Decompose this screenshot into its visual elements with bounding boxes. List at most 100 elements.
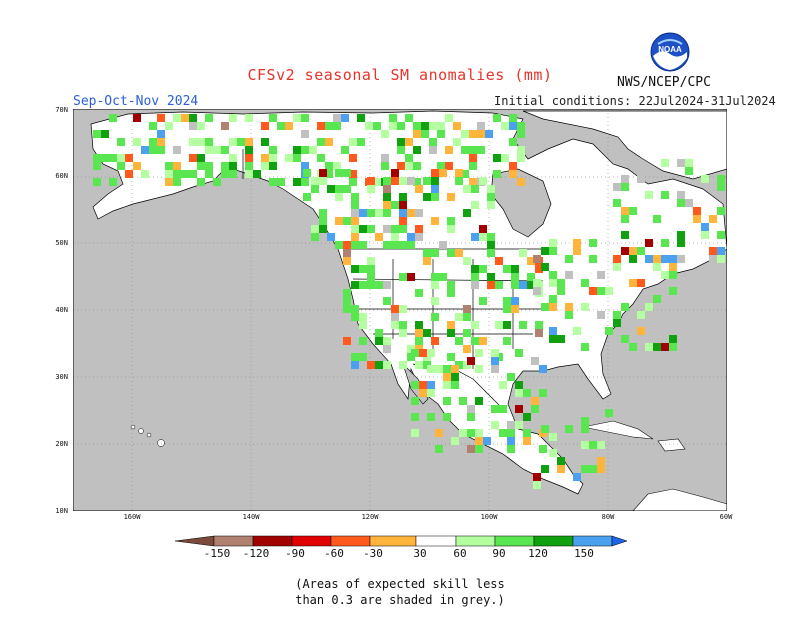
anomaly-cell [491,357,499,365]
anomaly-cell [475,437,483,445]
anomaly-cell [333,162,341,170]
anomaly-cell [527,273,535,281]
anomaly-cell [431,281,439,289]
anomaly-cell [325,122,333,130]
anomaly-cell [677,255,685,263]
anomaly-cell [415,233,423,241]
anomaly-cell [213,178,221,186]
anomaly-cell [325,162,333,170]
anomaly-cell [419,349,427,357]
anomaly-cell [435,429,443,437]
anomaly-cell [459,397,467,405]
anomaly-cell [431,169,439,177]
anomaly-cell [229,114,237,122]
cuba-island [582,420,654,440]
anomaly-cell [205,146,213,154]
lat-label-20n: 20N [55,440,68,448]
anomaly-cell [435,365,443,373]
anomaly-cell [479,297,487,305]
anomaly-cell [405,162,413,170]
anomaly-cell [509,122,517,130]
anomaly-cell [415,289,423,297]
anomaly-cell [519,321,527,329]
anomaly-cell [519,281,527,289]
anomaly-cell [325,138,333,146]
anomaly-cell [589,255,597,263]
anomaly-cell [653,295,661,303]
anomaly-cell [479,337,487,345]
anomaly-cell [629,279,637,287]
anomaly-cell [413,146,421,154]
anomaly-cell [469,162,477,170]
anomaly-cell [181,170,189,178]
anomaly-cell [373,122,381,130]
anomaly-cell [359,281,367,289]
anomaly-cell [427,365,435,373]
anomaly-cell [443,365,451,373]
anomaly-cell [399,201,407,209]
anomaly-cell [507,437,515,445]
legend-tick: -90 [285,547,305,560]
anomaly-cell [549,433,557,441]
anomaly-cell [439,273,447,281]
anomaly-cell [117,154,125,162]
anomaly-cell [383,201,391,209]
legend-box [455,535,496,547]
anomaly-cell [415,185,423,193]
anomaly-cell [423,329,431,337]
anomaly-cell [399,225,407,233]
anomaly-cell [285,122,293,130]
anomaly-cell [447,249,455,257]
anomaly-cell [511,281,519,289]
hudson-bay [490,168,552,238]
anomaly-cell [477,146,485,154]
anomaly-cell [133,114,141,122]
anomaly-cell [391,233,399,241]
anomaly-cell [487,249,495,257]
anomaly-cell [589,465,597,473]
anomaly-cell [621,175,629,183]
anomaly-cell [499,381,507,389]
anomaly-cell [359,225,367,233]
anomaly-cell [447,289,455,297]
anomaly-cell [467,357,475,365]
anomaly-cell [407,177,415,185]
anomaly-cell [439,241,447,249]
anomaly-cell [685,199,693,207]
anomaly-cell [319,177,327,185]
anomaly-cell [653,343,661,351]
anomaly-cell [319,169,327,177]
anomaly-cell [629,255,637,263]
anomaly-cell [493,170,501,178]
anomaly-cell [293,114,301,122]
anomaly-cell [463,305,471,313]
anomaly-cell [511,305,519,313]
anomaly-cell [443,373,451,381]
anomaly-cell [483,437,491,445]
anomaly-cell [511,273,519,281]
anomaly-cell [389,114,397,122]
anomaly-cell [213,146,221,154]
anomaly-cell [343,249,351,257]
anomaly-cell [173,146,181,154]
anomaly-cell [335,193,343,201]
anomaly-cell [445,146,453,154]
anomaly-cell [303,193,311,201]
anomaly-cell [709,215,717,223]
anomaly-cell [491,405,499,413]
anomaly-cell [549,303,557,311]
anomaly-cell [399,273,407,281]
anomaly-cell [415,361,423,369]
anomaly-cell [245,162,253,170]
anomaly-cell [471,281,479,289]
lat-label-70n: 70N [55,106,68,114]
anomaly-cell [437,130,445,138]
anomaly-cell [423,249,431,257]
anomaly-cell [383,241,391,249]
lat-label-60n: 60N [55,172,68,180]
anomaly-cell [367,225,375,233]
legend-box [494,535,535,547]
anomaly-cell [173,162,181,170]
anomaly-cell [117,138,125,146]
anomaly-cell [245,138,253,146]
